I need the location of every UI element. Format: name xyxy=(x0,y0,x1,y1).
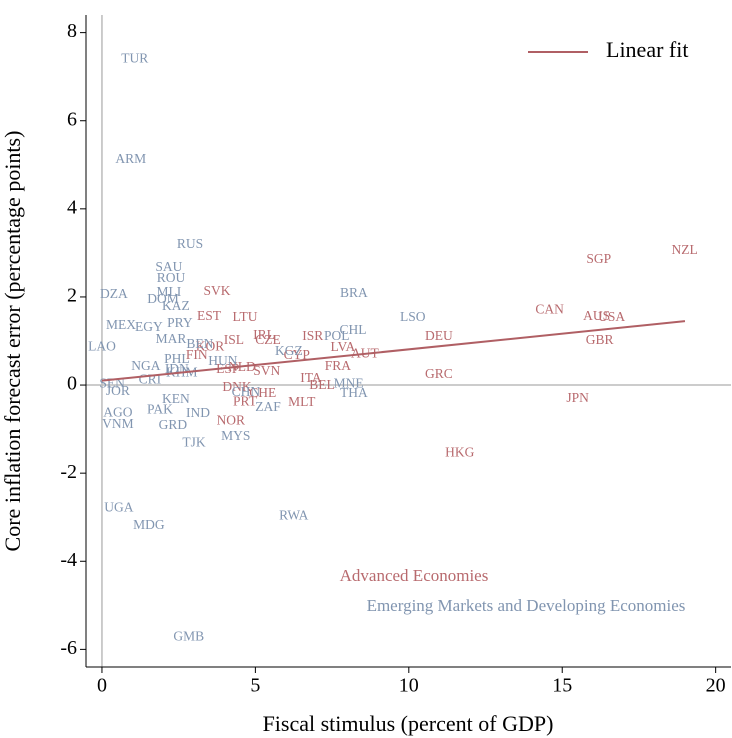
country-point: DNK xyxy=(222,379,251,394)
country-point: FIN xyxy=(186,347,208,362)
country-point: GRD xyxy=(159,417,188,432)
y-tick-label: -2 xyxy=(60,461,77,483)
country-point: KOR xyxy=(196,338,225,353)
country-point: PRT xyxy=(233,393,258,408)
country-point: PHL xyxy=(164,351,190,366)
country-point: MAR xyxy=(156,331,187,346)
country-point: MNE xyxy=(334,375,364,390)
country-point: DEU xyxy=(425,328,453,343)
country-point: ARM xyxy=(115,151,146,166)
y-tick-label: 0 xyxy=(67,373,77,395)
country-point: KAZ xyxy=(162,298,190,313)
country-point: KEN xyxy=(162,391,190,406)
country-point: BEN xyxy=(186,336,213,351)
y-tick-label: 6 xyxy=(67,108,77,130)
country-point: ZAF xyxy=(255,399,281,414)
country-point: NZL xyxy=(672,242,698,257)
y-axis-title: Core inflation forecast error (percentag… xyxy=(0,131,25,552)
country-point: CZE xyxy=(255,332,281,347)
country-point: ROU xyxy=(157,270,186,285)
country-point: SGP xyxy=(586,251,611,266)
x-axis-title: Fiscal stimulus (percent of GDP) xyxy=(263,711,554,736)
x-tick-label: 0 xyxy=(97,675,107,697)
country-point: JPN xyxy=(566,390,589,405)
country-point: MLT xyxy=(288,394,316,409)
country-point: PAK xyxy=(147,401,173,416)
country-point: USA xyxy=(598,309,625,324)
group-label: Advanced Economies xyxy=(340,566,489,585)
country-point: NGA xyxy=(131,358,160,373)
country-point: GBR xyxy=(586,332,614,347)
country-point: LAO xyxy=(88,338,116,353)
y-tick-label: -6 xyxy=(60,637,77,659)
country-point: CAN xyxy=(535,301,564,316)
country-point: ISL xyxy=(224,332,244,347)
country-point: VNM xyxy=(102,416,134,431)
legend-label: Linear fit xyxy=(606,37,688,62)
country-point: UGA xyxy=(104,499,133,514)
country-point: EGY xyxy=(135,319,163,334)
country-point: KGZ xyxy=(275,343,303,358)
country-point: CHE xyxy=(249,385,276,400)
group-label: Emerging Markets and Developing Economie… xyxy=(367,596,686,615)
country-point: PRY xyxy=(167,315,193,330)
country-point: DZA xyxy=(100,286,128,301)
country-point: DOM xyxy=(147,291,179,306)
country-point: RUS xyxy=(177,236,203,251)
country-point: AGO xyxy=(103,404,132,419)
country-point: IRL xyxy=(253,327,275,342)
country-point: SVN xyxy=(253,363,280,378)
country-point: IND xyxy=(186,405,210,420)
country-point: HUN xyxy=(208,353,237,368)
country-point: CHL xyxy=(339,322,366,337)
country-point: NOR xyxy=(217,412,246,427)
country-point: MEX xyxy=(106,317,136,332)
fit-line xyxy=(101,320,686,382)
country-point: HKG xyxy=(445,444,474,459)
x-tick-label: 15 xyxy=(552,675,572,697)
country-point: POL xyxy=(324,328,350,343)
country-point: RWA xyxy=(279,507,309,522)
country-point: AUS xyxy=(583,308,610,323)
country-point: GMB xyxy=(173,629,204,644)
country-point: TUR xyxy=(121,51,148,66)
country-point: LVA xyxy=(330,339,355,354)
country-point: BRA xyxy=(340,285,368,300)
country-point: CRI xyxy=(139,371,162,386)
y-tick-label: 8 xyxy=(67,20,77,42)
country-point: MLI xyxy=(156,284,181,299)
x-tick-label: 5 xyxy=(250,675,260,697)
country-point: ITA xyxy=(300,370,322,385)
country-point: TJK xyxy=(182,434,206,449)
country-point: CHN xyxy=(232,384,261,399)
country-point: ISR xyxy=(302,328,323,343)
x-tick-label: 10 xyxy=(399,675,419,697)
country-point: LTU xyxy=(232,309,257,324)
country-point: SAU xyxy=(155,259,182,274)
y-tick-label: 4 xyxy=(67,196,77,218)
country-point: LSO xyxy=(400,309,426,324)
country-point: BEL xyxy=(309,377,335,392)
y-tick-label: 2 xyxy=(67,285,77,307)
country-point: MYS xyxy=(221,428,250,443)
country-point: JOR xyxy=(106,383,130,398)
y-tick-label: -4 xyxy=(60,549,77,571)
country-point: CYP xyxy=(284,347,310,362)
country-point: FRA xyxy=(325,358,352,373)
country-point: MDG xyxy=(133,517,165,532)
country-point: EST xyxy=(197,308,222,323)
country-point: SVK xyxy=(204,283,231,298)
x-tick-label: 20 xyxy=(706,675,726,697)
country-point: GRC xyxy=(425,366,453,381)
country-point: THA xyxy=(340,385,368,400)
